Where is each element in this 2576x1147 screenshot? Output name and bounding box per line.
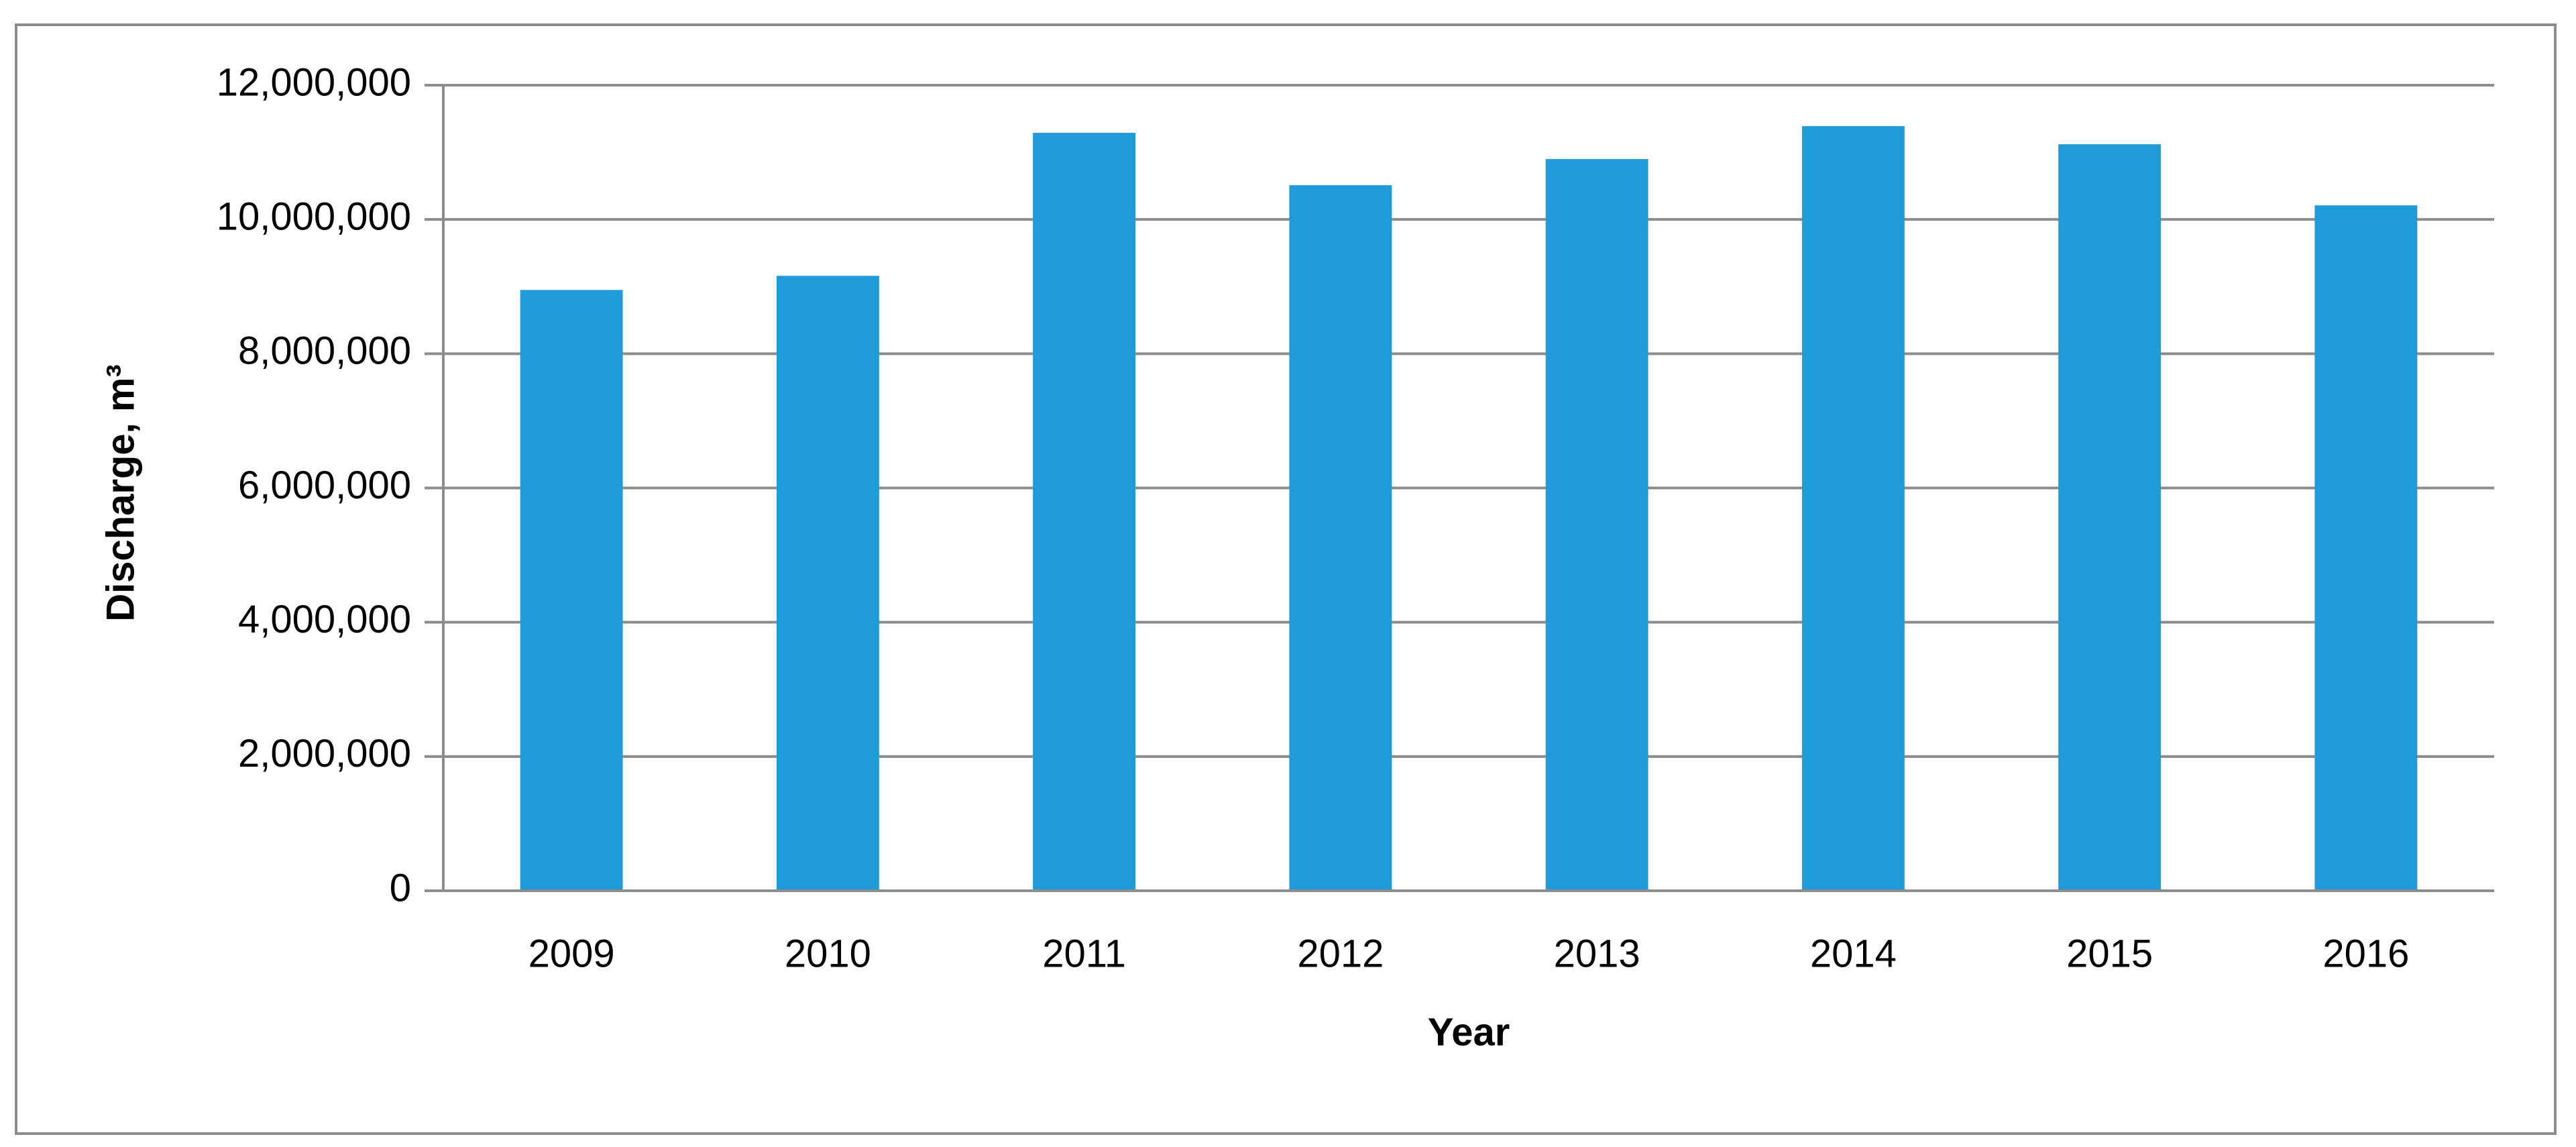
bar	[2058, 144, 2162, 891]
y-tick-label: 12,000,000	[217, 60, 411, 104]
bar	[1033, 133, 1136, 891]
x-axis-title: Year	[1428, 1010, 1510, 1054]
y-tick-label: 0	[390, 866, 411, 910]
bar	[1801, 126, 1905, 891]
y-tick-label: 2,000,000	[238, 732, 411, 775]
bar	[1545, 159, 1648, 891]
chart-border	[15, 23, 2557, 1135]
x-tick-label: 2010	[785, 932, 871, 975]
y-tick-label: 10,000,000	[217, 195, 411, 238]
x-tick-label: 2016	[2322, 932, 2409, 975]
bar	[2314, 205, 2418, 891]
x-tick-label: 2011	[1042, 932, 1126, 975]
y-axis-title: Discharge, m³	[99, 364, 142, 622]
bar	[776, 276, 879, 891]
x-tick-label: 2013	[1554, 932, 1640, 975]
x-tick-label: 2009	[528, 932, 615, 975]
x-tick-label: 2012	[1297, 932, 1384, 975]
y-tick-label: 8,000,000	[238, 329, 411, 373]
y-tick-label: 6,000,000	[238, 463, 411, 507]
y-tick-label: 4,000,000	[238, 598, 411, 641]
x-tick-label: 2015	[2066, 932, 2153, 975]
x-tick-label: 2014	[1810, 932, 1897, 975]
bar	[520, 290, 623, 891]
bar	[1289, 185, 1392, 891]
